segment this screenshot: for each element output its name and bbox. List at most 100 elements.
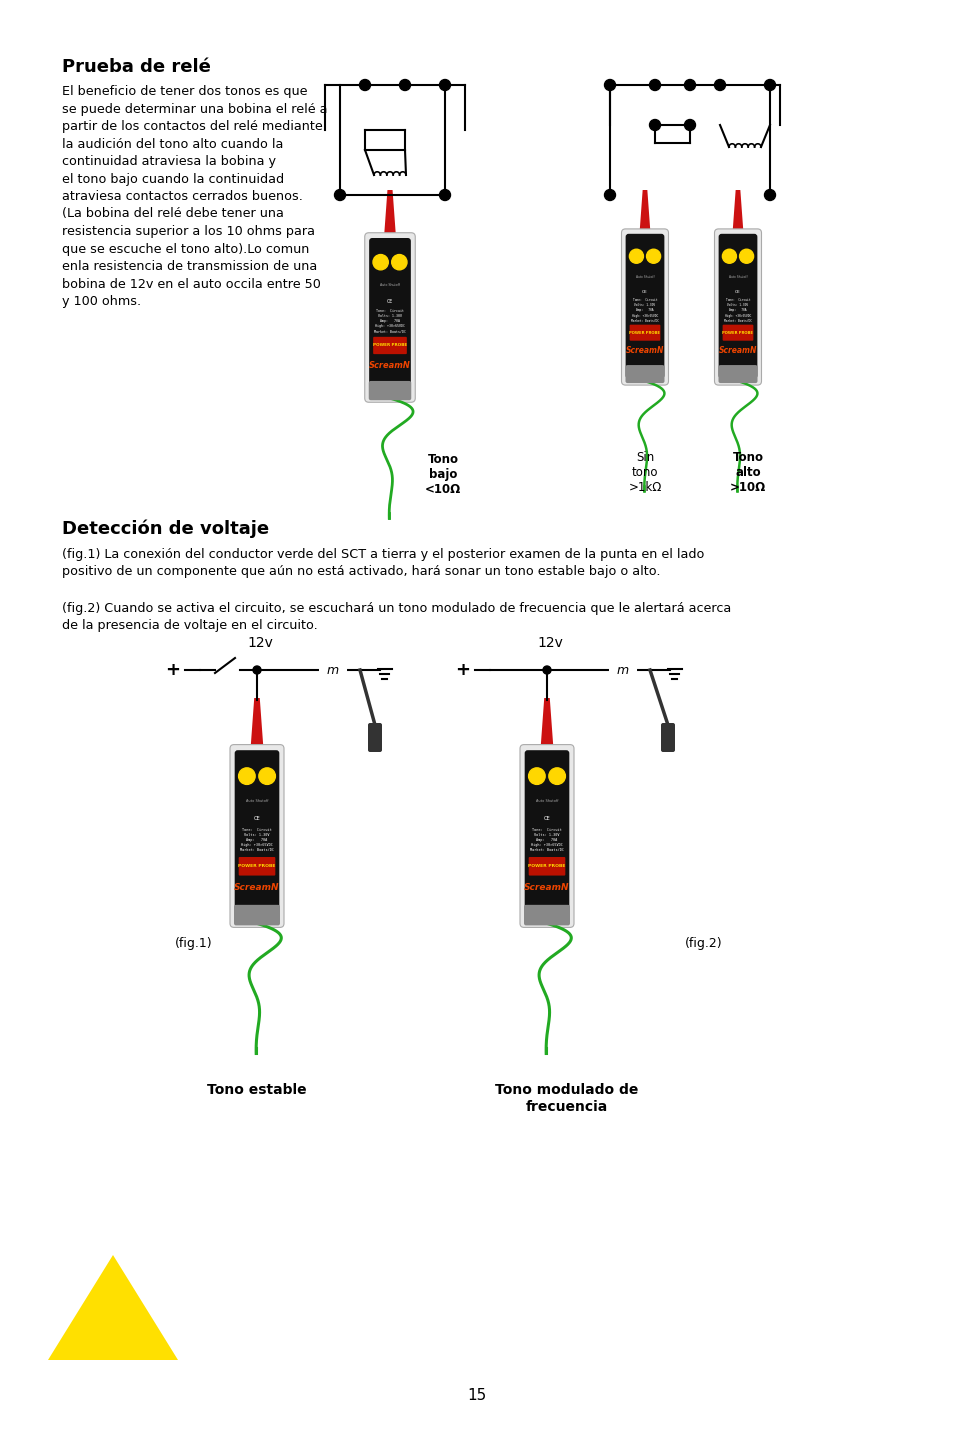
Text: POWER PROBE: POWER PROBE — [373, 343, 407, 348]
Text: Tono
bajo
<10Ω: Tono bajo <10Ω — [424, 454, 460, 497]
Polygon shape — [384, 190, 395, 236]
Polygon shape — [639, 190, 650, 233]
Text: Tone:  Circuit
Volts: 1-30V
Amp:   70A
High: +30>65VDC
Market: Boats/DC: Tone: Circuit Volts: 1-30V Amp: 70A High… — [240, 827, 274, 853]
Circle shape — [714, 80, 724, 90]
Text: atraviesa contactos cerrados buenos.: atraviesa contactos cerrados buenos. — [62, 190, 302, 203]
FancyBboxPatch shape — [524, 750, 569, 920]
FancyBboxPatch shape — [364, 233, 415, 402]
Text: Auto Shutoff: Auto Shutoff — [536, 798, 558, 803]
Text: (fig.2) Cuando se activa el circuito, se escuchará un tono modulado de frecuenci: (fig.2) Cuando se activa el circuito, se… — [62, 602, 731, 633]
Text: ScreamN: ScreamN — [718, 346, 757, 355]
Text: 12v: 12v — [537, 635, 562, 650]
FancyBboxPatch shape — [660, 723, 675, 753]
Circle shape — [439, 189, 450, 200]
Circle shape — [763, 189, 775, 200]
Text: 15: 15 — [467, 1388, 486, 1402]
FancyBboxPatch shape — [629, 325, 659, 341]
Text: El beneficio de tener dos tonos es que: El beneficio de tener dos tonos es que — [62, 84, 307, 97]
Circle shape — [359, 80, 370, 90]
Text: enla resistencia de transmission de una: enla resistencia de transmission de una — [62, 260, 317, 273]
Circle shape — [763, 80, 775, 90]
Text: y 100 ohms.: y 100 ohms. — [62, 295, 141, 308]
Text: Tone:  Circuit
Volts: 1-30V
Amp:   70A
High: +30>65VDC
Market: Boats/DC: Tone: Circuit Volts: 1-30V Amp: 70A High… — [374, 309, 406, 333]
Text: la audición del tono alto cuando la: la audición del tono alto cuando la — [62, 137, 283, 150]
Text: se puede determinar una bobina el relé a: se puede determinar una bobina el relé a — [62, 103, 327, 116]
Text: (fig.2): (fig.2) — [684, 937, 721, 950]
Text: (fig.1): (fig.1) — [174, 937, 213, 950]
Circle shape — [548, 768, 565, 784]
Text: Sin
tono
>1kΩ: Sin tono >1kΩ — [628, 451, 661, 494]
Circle shape — [439, 80, 450, 90]
Text: +: + — [455, 661, 470, 678]
Text: ScreamN: ScreamN — [234, 883, 279, 892]
FancyBboxPatch shape — [238, 857, 275, 876]
Circle shape — [542, 665, 551, 674]
Polygon shape — [732, 190, 742, 233]
Text: m: m — [327, 664, 338, 677]
Text: continuidad atraviesa la bobina y: continuidad atraviesa la bobina y — [62, 155, 275, 167]
Text: CE: CE — [387, 299, 393, 303]
FancyBboxPatch shape — [373, 336, 406, 353]
FancyBboxPatch shape — [721, 325, 753, 341]
FancyBboxPatch shape — [718, 233, 757, 379]
Text: Prueba de relé: Prueba de relé — [62, 59, 211, 76]
Circle shape — [319, 657, 346, 683]
Text: Tone:  Circuit
Volts: 1-30V
Amp:   70A
High: +30>65VDC
Market: Boats/DC: Tone: Circuit Volts: 1-30V Amp: 70A High… — [630, 298, 659, 323]
FancyBboxPatch shape — [625, 365, 664, 384]
Circle shape — [684, 120, 695, 130]
Text: CE: CE — [641, 290, 647, 295]
Circle shape — [604, 189, 615, 200]
Text: Auto Shutoff: Auto Shutoff — [246, 798, 268, 803]
Circle shape — [684, 80, 695, 90]
Text: m: m — [617, 664, 628, 677]
Circle shape — [649, 120, 659, 130]
Text: CE: CE — [253, 816, 260, 821]
Text: Auto Shutoff: Auto Shutoff — [379, 283, 399, 286]
FancyBboxPatch shape — [625, 233, 663, 379]
Circle shape — [739, 249, 753, 263]
Text: el tono bajo cuando la continuidad: el tono bajo cuando la continuidad — [62, 173, 284, 186]
Circle shape — [528, 768, 544, 784]
Circle shape — [629, 249, 642, 263]
Circle shape — [253, 665, 261, 674]
FancyBboxPatch shape — [233, 904, 280, 926]
Circle shape — [258, 768, 275, 784]
Circle shape — [399, 80, 410, 90]
Text: (fig.1) La conexión del conductor verde del SCT a tierra y el posterior examen d: (fig.1) La conexión del conductor verde … — [62, 548, 703, 578]
FancyBboxPatch shape — [718, 365, 757, 384]
Circle shape — [392, 255, 407, 270]
FancyBboxPatch shape — [714, 229, 760, 385]
Text: Tono modulado de
frecuencia: Tono modulado de frecuencia — [495, 1083, 638, 1113]
FancyBboxPatch shape — [368, 723, 381, 753]
FancyBboxPatch shape — [620, 229, 668, 385]
Circle shape — [649, 80, 659, 90]
Text: Tone:  Circuit
Volts: 1-30V
Amp:   70A
High: +30>65VDC
Market: Boats/DC: Tone: Circuit Volts: 1-30V Amp: 70A High… — [723, 298, 751, 323]
Text: ScreamN: ScreamN — [524, 883, 569, 892]
Circle shape — [609, 657, 636, 683]
FancyBboxPatch shape — [230, 744, 284, 927]
Text: resistencia superior a los 10 ohms para: resistencia superior a los 10 ohms para — [62, 225, 314, 238]
Circle shape — [721, 249, 736, 263]
Text: Auto Shutoff: Auto Shutoff — [728, 275, 746, 279]
Text: +: + — [165, 661, 180, 678]
Text: que se escuche el tono alto).Lo comun: que se escuche el tono alto).Lo comun — [62, 242, 309, 256]
Circle shape — [335, 189, 345, 200]
Text: POWER PROBE: POWER PROBE — [528, 864, 565, 869]
Text: (La bobina del relé debe tener una: (La bobina del relé debe tener una — [62, 207, 284, 220]
Text: Auto Shutoff: Auto Shutoff — [635, 275, 654, 279]
Text: CE: CE — [543, 816, 550, 821]
Text: POWER PROBE: POWER PROBE — [238, 864, 275, 869]
Text: Detección de voltaje: Detección de voltaje — [62, 519, 269, 538]
Text: Tone:  Circuit
Volts: 1-30V
Amp:   70A
High: +30>65VDC
Market: Boats/DC: Tone: Circuit Volts: 1-30V Amp: 70A High… — [530, 827, 563, 853]
Text: 12v: 12v — [247, 635, 273, 650]
FancyBboxPatch shape — [519, 744, 574, 927]
Circle shape — [238, 768, 254, 784]
Text: bobina de 12v en el auto occila entre 50: bobina de 12v en el auto occila entre 50 — [62, 278, 320, 290]
Text: POWER PROBE: POWER PROBE — [629, 331, 659, 335]
Polygon shape — [48, 1255, 178, 1359]
Text: ScreamN: ScreamN — [625, 346, 663, 355]
FancyBboxPatch shape — [369, 238, 411, 395]
FancyBboxPatch shape — [369, 381, 411, 401]
Circle shape — [604, 80, 615, 90]
Circle shape — [373, 255, 388, 270]
